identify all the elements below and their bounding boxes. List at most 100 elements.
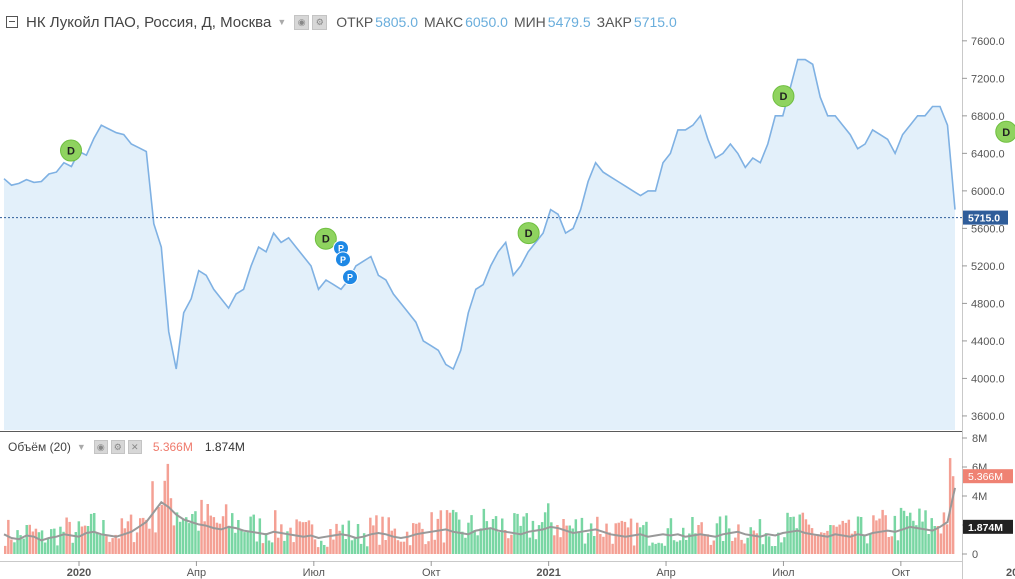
dividend-marker-circle[interactable] [60,139,82,162]
volume-bar [501,518,504,554]
volume-bar [320,540,323,554]
volume-bar [83,525,87,554]
volume-bar [550,522,553,554]
price-tick-label: 4000.0 [971,373,1005,385]
volume-bar [359,543,363,554]
last-price-badge: 5715.0 [963,210,1008,225]
volume-bar [519,525,522,554]
volume-bar [255,541,259,554]
volume-bar [344,539,347,554]
last-price-label: 5715.0 [968,213,1000,225]
dividend-marker[interactable]: D [995,120,1015,143]
volume-bar [507,538,510,554]
volume-bar [930,518,933,554]
split-marker[interactable]: P [335,251,351,268]
symbol-title[interactable]: НК Лукойл ПАО, Россия, Д, Москва [26,13,272,31]
volume-bar [384,540,387,554]
volume-bar [200,499,203,554]
volume-bar [770,546,774,554]
volume-bar [482,508,486,554]
volume-bar [789,517,792,554]
volume-bar [675,541,679,554]
volume-bar [62,531,65,554]
volume-bar [203,521,206,554]
eye-icon[interactable]: ◉ [93,440,108,454]
volume-bar [408,545,412,554]
volume-bar [648,545,651,554]
volume-bar [356,524,360,554]
gear-icon[interactable]: ⚙ [110,440,125,454]
split-marker-circle[interactable] [342,269,358,286]
volume-bar [464,537,467,554]
volume-bar [96,532,99,554]
volume-bar [145,519,148,554]
volume-ma-badge: 1.874M [963,519,1013,534]
price-tick-label: 4800.0 [971,298,1005,310]
volume-bar [697,525,700,554]
volume-bar [120,518,124,554]
volume-ma-badge-label: 1.874M [968,522,1003,534]
volume-bar [4,545,7,554]
volume-bar [893,515,897,554]
volume-bar [525,513,528,554]
dividend-marker[interactable]: D [772,85,795,108]
gear-icon[interactable]: ⚙ [312,14,328,30]
volume-bar [114,534,117,554]
volume-bar [316,547,320,554]
price-tick-label: 3600.0 [971,411,1005,423]
volume-ma-value: 1.874M [204,440,245,454]
dividend-marker-circle[interactable] [517,222,540,245]
volume-bar [924,510,927,554]
volume-bar [731,541,734,554]
volume-tick-label: 4M [972,491,987,503]
dividend-marker-circle[interactable] [314,227,337,250]
volume-bar [510,534,513,554]
time-tick-label: Апр [656,567,675,579]
dividend-marker[interactable]: D [314,227,337,250]
volume-bar [37,532,41,554]
volume-bar [13,542,16,554]
volume-bar [636,522,639,554]
volume-bar [623,521,627,554]
volume-bar [642,525,645,554]
volume-study-label[interactable]: Объём (20) [8,440,71,454]
close-icon[interactable]: ✕ [127,440,142,454]
volume-bar [945,524,949,554]
time-tick-label: Окт [422,567,441,579]
dividend-marker[interactable]: D [60,139,82,162]
chevron-down-icon[interactable]: ▼ [76,442,86,452]
volume-bar [212,517,216,554]
volume-bar [74,532,78,554]
volume-bar [823,532,826,554]
volume-bar [157,507,160,554]
axes: 7600.0 7200.0 6800.0 6400.0 6000.0 5600.0 5200… [67,36,1015,579]
volume-bar [246,530,249,554]
volume-legend-header: Объём (20) ▼ ◉ ⚙ ✕ 5.366M 1.874M [8,438,245,456]
split-marker-circle[interactable] [335,251,351,268]
volume-bar [734,537,737,554]
chevron-down-icon[interactable]: ▼ [277,17,287,27]
dividend-marker[interactable]: D [517,222,540,245]
volume-bar [872,515,875,554]
volume-bar [749,527,752,554]
volume-value: 5.366M [152,440,193,454]
dividend-marker-circle[interactable] [995,120,1015,143]
volume-bar [191,514,194,554]
split-marker[interactable]: P [342,269,358,286]
volume-bar [491,519,495,554]
volume-bar [102,520,105,554]
volume-bar [185,517,188,554]
volume-bar [663,545,667,554]
volume-bar [841,520,844,554]
split-marker-label: P [338,244,344,254]
volume-bar [206,504,209,554]
volume-bar [798,514,801,554]
volume-bar [596,516,599,554]
eye-icon[interactable]: ◉ [294,14,310,30]
volume-bar [43,542,47,554]
low-label: МИН [513,14,546,30]
dividend-marker-circle[interactable] [772,85,795,108]
collapse-icon[interactable] [6,16,18,28]
